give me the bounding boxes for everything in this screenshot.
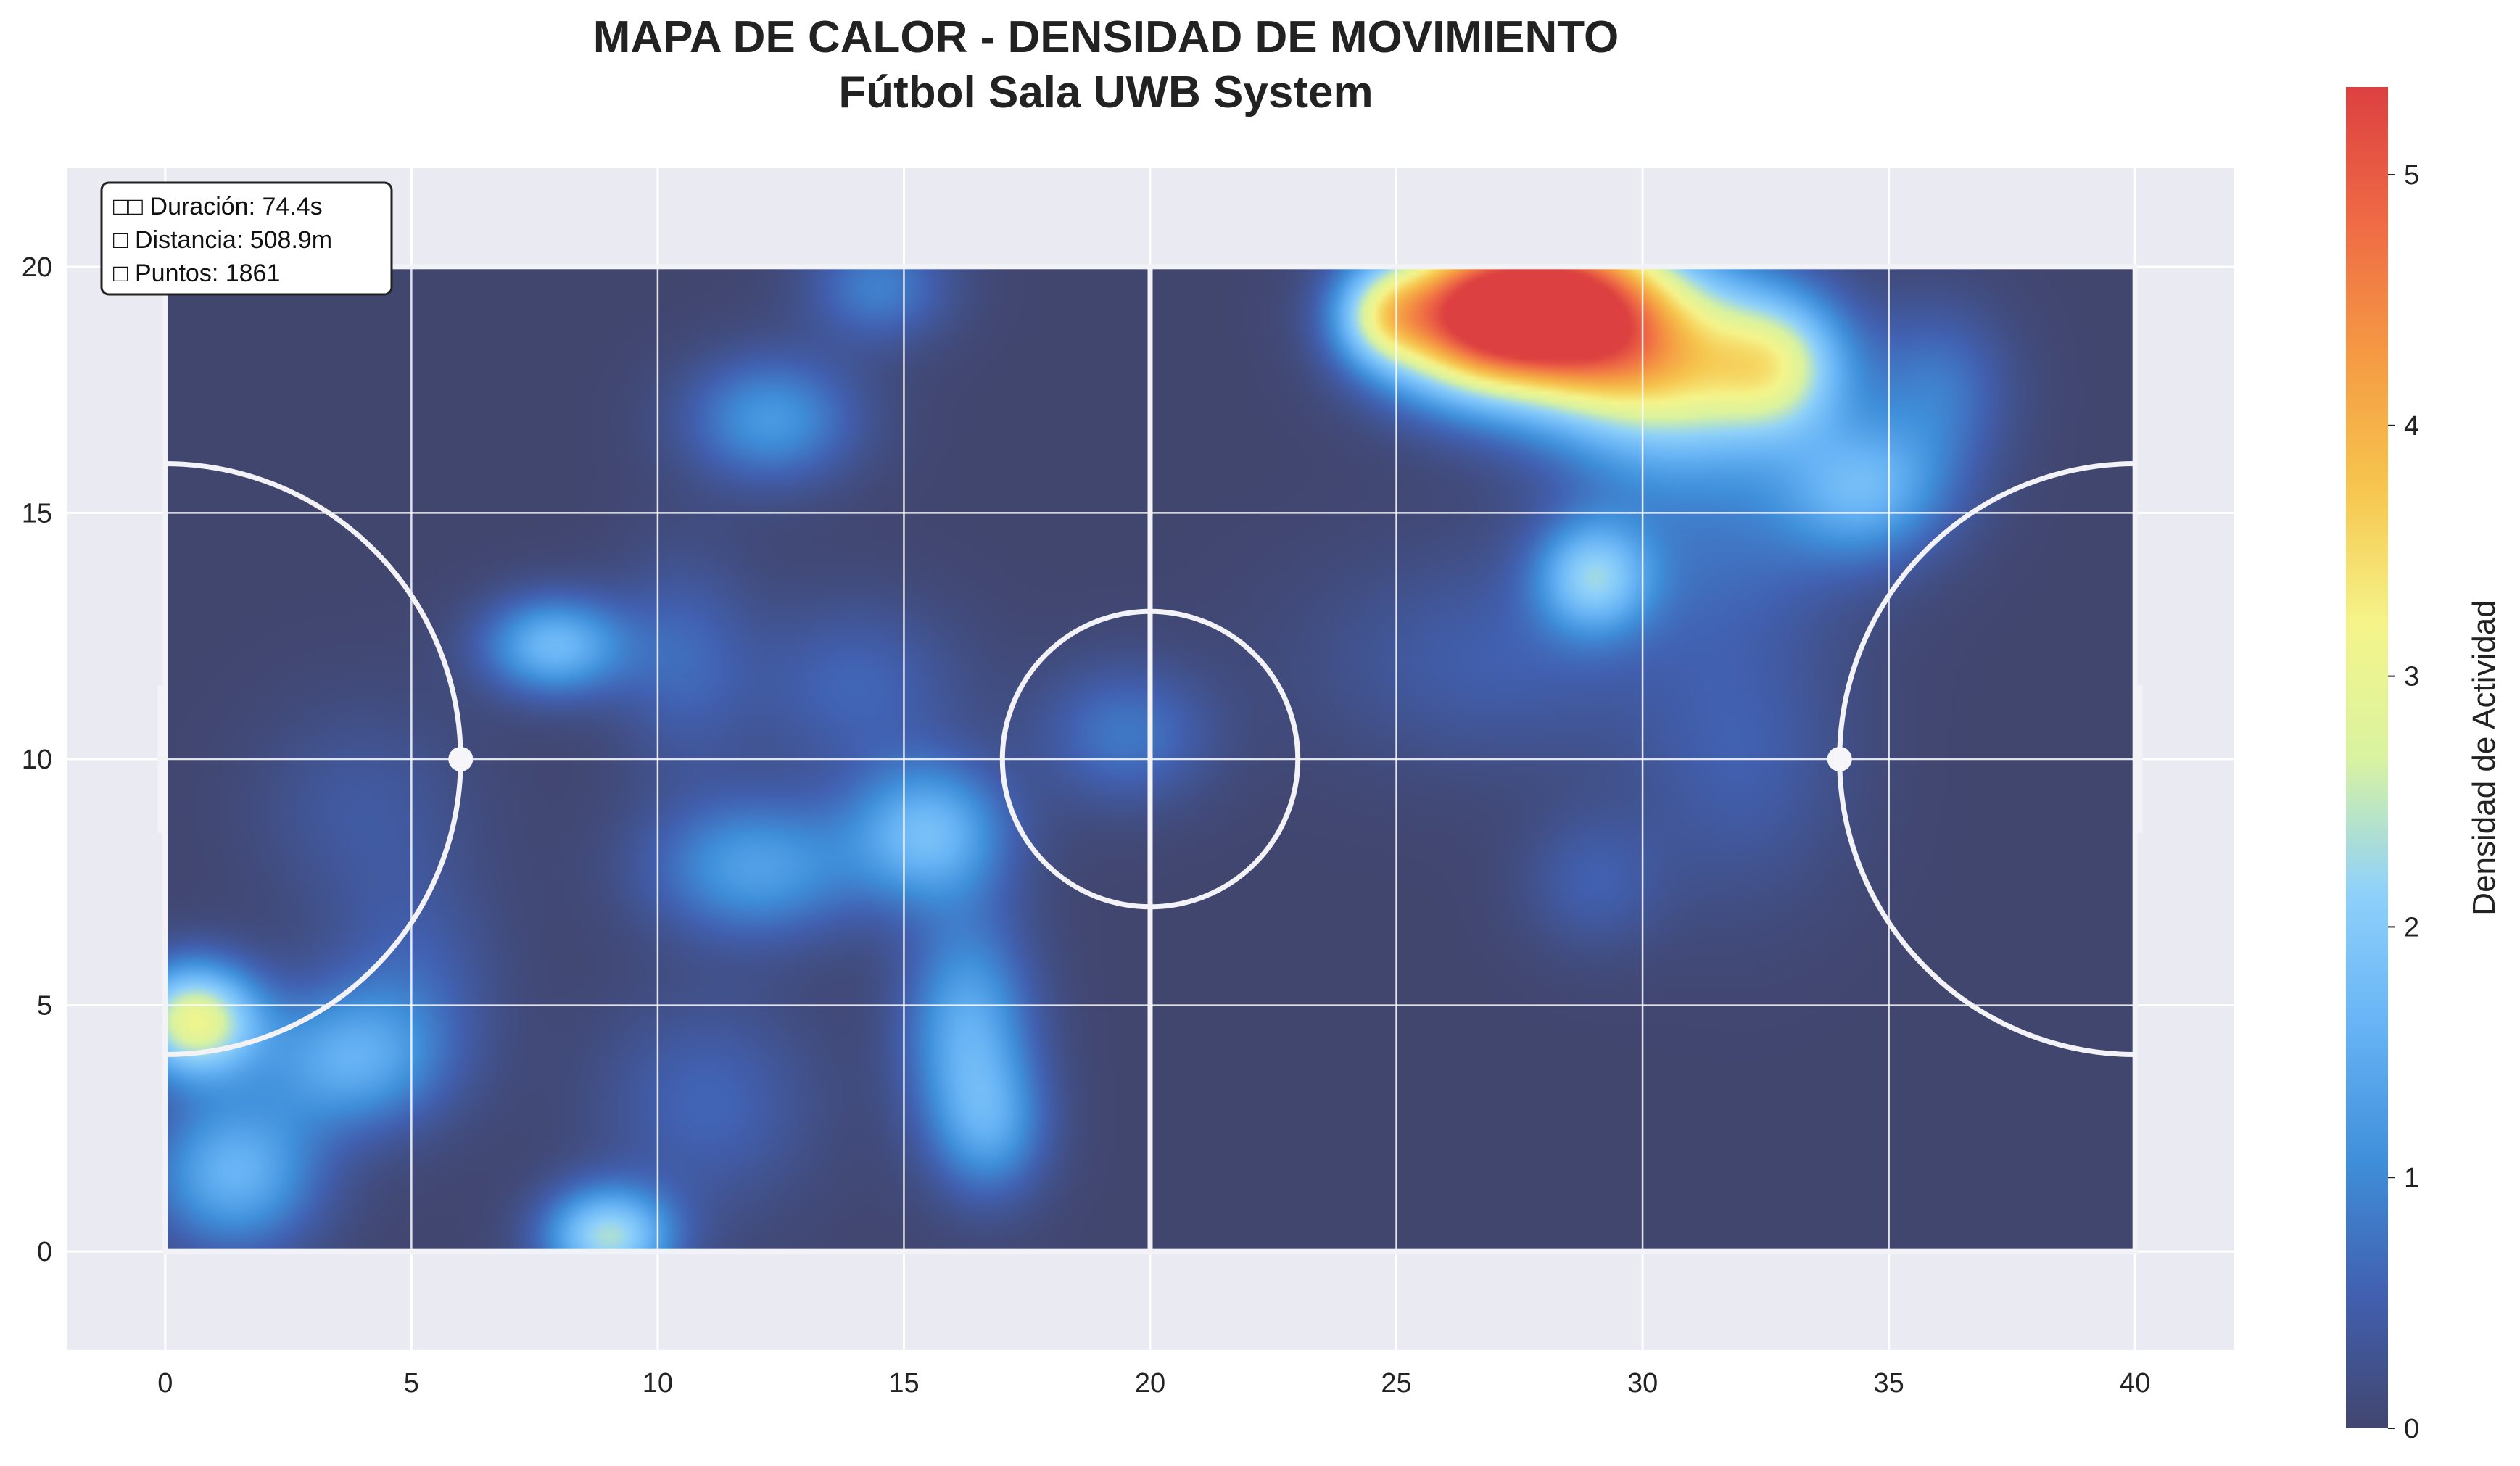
right-penalty-spot — [1827, 747, 1852, 771]
chart-title: MAPA DE CALOR - DENSIDAD DE MOVIMIENTO — [593, 12, 1619, 62]
x-tick-label: 0 — [157, 1368, 173, 1399]
x-tick-label: 5 — [404, 1368, 419, 1399]
colorbar-label: Densidad de Actividad — [2466, 600, 2502, 915]
y-tick-label: 10 — [22, 745, 52, 775]
colorbar-tick-label: 1 — [2404, 1163, 2419, 1193]
colorbar-tick-label: 0 — [2404, 1414, 2419, 1444]
colorbar-tick-label: 5 — [2404, 160, 2419, 191]
x-tick-label: 15 — [888, 1368, 919, 1399]
center-circle — [999, 608, 1301, 910]
y-tick-label: 15 — [22, 498, 52, 529]
colorbar-ticks: 0 1 2 3 4 5 — [2388, 160, 2419, 1444]
info-points: □ Puntos: 1861 — [113, 260, 280, 287]
colorbar-tick-label: 2 — [2404, 912, 2419, 943]
y-axis-ticks: 0 5 10 15 20 — [22, 252, 52, 1267]
x-tick-label: 20 — [1135, 1368, 1165, 1399]
chart-subtitle: Fútbol Sala UWB System — [838, 67, 1373, 117]
y-tick-label: 0 — [37, 1237, 52, 1267]
y-tick-label: 20 — [22, 252, 52, 283]
court-markings — [157, 264, 2143, 1254]
info-box-frame — [100, 181, 393, 296]
colorbar-tick-label: 4 — [2404, 411, 2419, 442]
info-distance: □ Distancia: 508.9m — [113, 226, 332, 254]
x-tick-label: 35 — [1873, 1368, 1904, 1399]
left-penalty-spot — [448, 747, 474, 771]
x-axis-ticks: 0 5 10 15 20 25 30 35 40 — [157, 1368, 2150, 1399]
info-duration: □□ Duración: 74.4s — [113, 193, 323, 220]
x-tick-label: 30 — [1627, 1368, 1658, 1399]
colorbar-tick-label: 3 — [2404, 662, 2419, 692]
x-tick-label: 40 — [2120, 1368, 2150, 1399]
x-tick-label: 25 — [1381, 1368, 1411, 1399]
colorbar — [2346, 87, 2388, 1428]
y-tick-label: 5 — [37, 991, 52, 1022]
x-tick-label: 10 — [643, 1368, 673, 1399]
info-box: □□ Duración: 74.4s □ Distancia: 508.9m □… — [100, 181, 393, 296]
